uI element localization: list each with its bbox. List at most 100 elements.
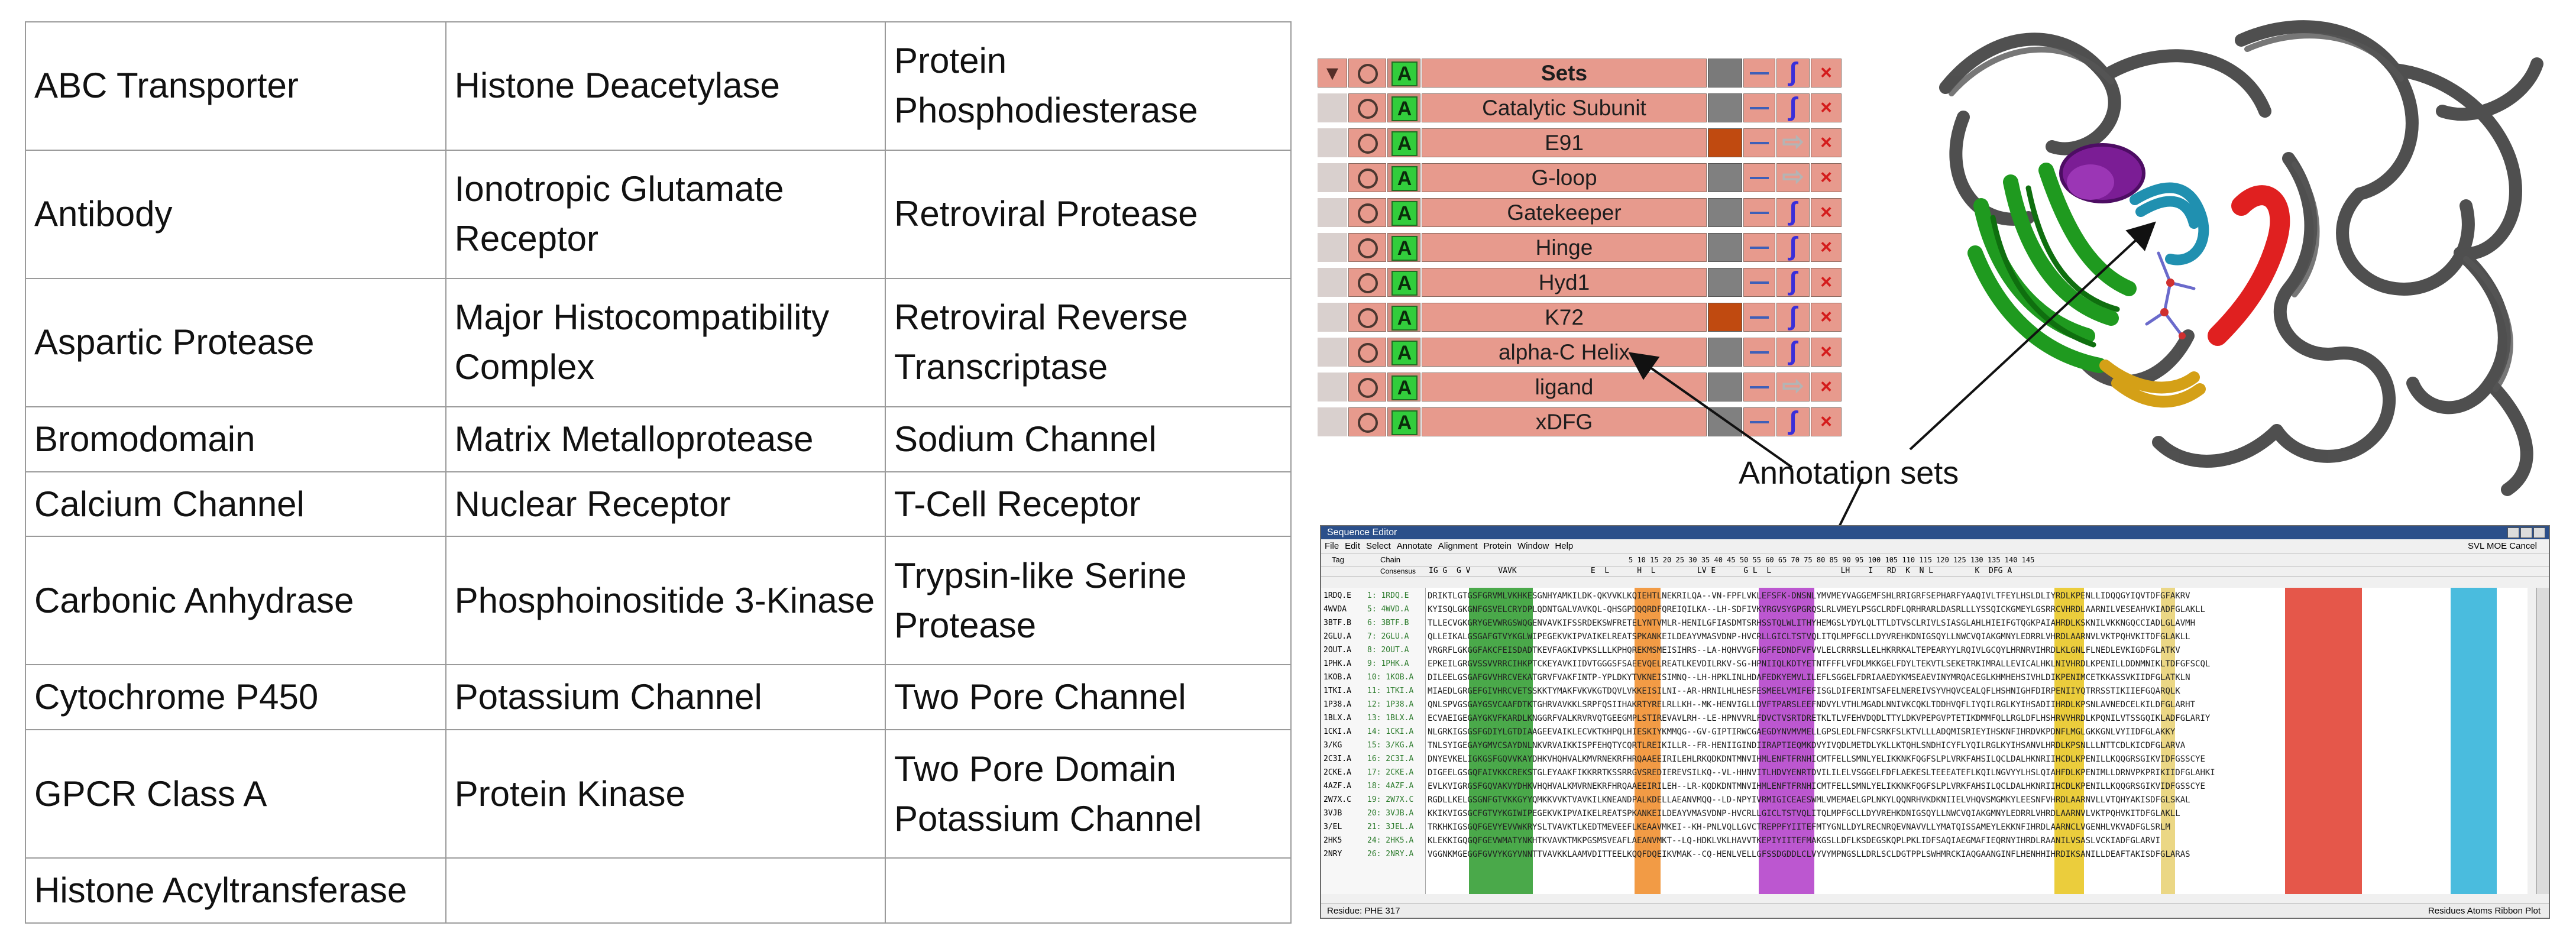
chain-label-row[interactable]: 2CKE.A 17: 2CKE.A — [1321, 767, 1425, 779]
delete-set-button[interactable]: × — [1811, 198, 1842, 227]
sequence-row[interactable]: RGDLLKELGSGNFGTVKKGYYQMKKVVKTVAVKILKNEAN… — [1428, 795, 2190, 805]
chain-label-row[interactable]: 1P38.A 12: 1P38.A — [1321, 699, 1425, 711]
set-name[interactable]: G-loop — [1422, 163, 1707, 192]
set-name[interactable]: Hyd1 — [1422, 268, 1707, 297]
menu-item-edit[interactable]: Edit — [1345, 541, 1361, 551]
active-toggle[interactable]: A — [1387, 338, 1420, 367]
render-mode-button[interactable]: ∫ — [1776, 407, 1810, 436]
chain-label-row[interactable]: 3/EL 21: 3JEL.A — [1321, 821, 1425, 833]
visibility-toggle[interactable] — [1348, 338, 1386, 367]
menu-item-protein[interactable]: Protein — [1483, 541, 1512, 551]
visibility-toggle[interactable] — [1348, 373, 1386, 401]
set-name[interactable]: xDFG — [1422, 407, 1707, 436]
close-button[interactable] — [2533, 527, 2545, 538]
visibility-toggle[interactable] — [1348, 268, 1386, 297]
chain-label-row[interactable]: 2OUT.A 8: 2OUT.A — [1321, 645, 1425, 656]
chain-label-row[interactable]: 2W7X.C 19: 2W7X.C — [1321, 794, 1425, 806]
render-mode-button[interactable]: ∫ — [1776, 338, 1810, 367]
sequence-row[interactable]: DRIKTLGTGSFGRVMLVKHKESGNHYAMKILDK-QKVVKL… — [1428, 591, 2190, 601]
visibility-all-toggle[interactable] — [1348, 59, 1386, 88]
set-name[interactable]: E91 — [1422, 128, 1707, 157]
set-name[interactable]: K72 — [1422, 303, 1707, 332]
active-all-toggle[interactable]: A — [1387, 59, 1420, 88]
alignment-grid[interactable]: DRIKTLGTGSFGRVMLVKHKESGNHYAMKILDK-QKVVKL… — [1428, 588, 2528, 894]
sequence-row[interactable]: QNLSPVGSGAYGSVCAAFDTKTGHRVAVKKLSRPFQSIIH… — [1428, 700, 2196, 710]
chain-label-row[interactable]: 1BLX.A 13: 1BLX.A — [1321, 713, 1425, 724]
line-style-icon[interactable] — [1743, 93, 1775, 122]
visibility-toggle[interactable] — [1348, 233, 1386, 262]
chain-label-row[interactable]: 3BTF.B 6: 3BTF.B — [1321, 617, 1425, 629]
tag-column-header[interactable]: Tag — [1332, 555, 1344, 564]
sequence-row[interactable]: MIAEDLGRGEFGIVHRCVETSSKKTYMAKFVKVKGTDQVL… — [1428, 687, 2180, 696]
visibility-toggle[interactable] — [1348, 163, 1386, 192]
vertical-scrollbar[interactable] — [2536, 588, 2549, 894]
active-toggle[interactable]: A — [1387, 93, 1420, 122]
sequence-row[interactable]: VGGNKMGEGGFGVVYKGYVNNTTVAVKKLAAMVDITTEEL… — [1428, 850, 2190, 859]
set-color-swatch[interactable] — [1708, 198, 1742, 227]
chain-column-header[interactable]: Chain — [1380, 555, 1400, 564]
menu-item-file[interactable]: File — [1325, 541, 1339, 551]
set-name[interactable]: Hinge — [1422, 233, 1707, 262]
sequence-row[interactable]: NLGRKIGSGSFGDIYLGTDIAAGEEVAIKLECVKTKHPQL… — [1428, 727, 2176, 737]
delete-set-button[interactable]: × — [1811, 233, 1842, 262]
active-toggle[interactable]: A — [1387, 128, 1420, 157]
line-style-icon[interactable] — [1743, 407, 1775, 436]
chain-label-row[interactable]: 1CKI.A 14: 1CKI.A — [1321, 726, 1425, 738]
set-color-swatch[interactable] — [1708, 338, 1742, 367]
delete-all-button[interactable]: × — [1811, 59, 1842, 88]
set-row[interactable]: A Gatekeeper ∫ × — [1318, 195, 1842, 230]
chain-label-row[interactable]: 1RDQ.E 1: 1RDQ.E — [1321, 590, 1425, 602]
set-row[interactable]: A K72 ∫ × — [1318, 300, 1842, 335]
chain-label-row[interactable]: 3VJB 20: 3VJB.A — [1321, 808, 1425, 820]
active-toggle[interactable]: A — [1387, 303, 1420, 332]
delete-set-button[interactable]: × — [1811, 407, 1842, 436]
sequence-row[interactable]: TRKHKIGSGQFGEVYEVVWKRYSLTVAVKTLKEDTMEVEE… — [1428, 823, 2170, 832]
chain-label-row[interactable]: 2C3I.A 16: 2C3I.A — [1321, 753, 1425, 765]
set-color-swatch[interactable] — [1708, 93, 1742, 122]
chain-label-row[interactable]: 2GLU.A 7: 2GLU.A — [1321, 631, 1425, 643]
set-color-swatch[interactable] — [1708, 373, 1742, 401]
set-color-swatch[interactable] — [1708, 163, 1742, 192]
sequence-row[interactable]: KLEKKIGQGQFGEVWMATYNKHTKVAVKTMKPGSMSVEAF… — [1428, 836, 2161, 846]
line-style-icon[interactable] — [1743, 198, 1775, 227]
chain-label-row[interactable]: 1KOB.A 10: 1KOB.A — [1321, 672, 1425, 684]
line-style-icon[interactable] — [1743, 373, 1775, 401]
sequence-row[interactable]: DNYEVKELIGKGSFGQVVKAYDHKVHQHVALKMVRNEKRF… — [1428, 755, 2205, 764]
line-style-icon[interactable] — [1743, 303, 1775, 332]
visibility-toggle[interactable] — [1348, 407, 1386, 436]
sequence-row[interactable]: DIGEELGSGQFAIVKKCREKSTGLEYAAKFIKKRRTKSSR… — [1428, 768, 2215, 778]
set-color-swatch[interactable] — [1708, 233, 1742, 262]
sequence-row[interactable]: QLLEIKALGSGAFGTVYKGLWIPEGEKVKIPVAIKELREA… — [1428, 632, 2190, 642]
set-row[interactable]: A E91 ⇨ × — [1318, 125, 1842, 160]
maximize-button[interactable] — [2520, 527, 2532, 538]
active-toggle[interactable]: A — [1387, 373, 1420, 401]
chain-label-row[interactable]: 2HK5 24: 2HK5.A — [1321, 835, 1425, 847]
ribbon-render-icon[interactable]: ∫ — [1776, 59, 1810, 88]
set-color-swatch[interactable] — [1708, 407, 1742, 436]
line-style-icon[interactable] — [1743, 163, 1775, 192]
set-color-swatch[interactable] — [1708, 128, 1742, 157]
delete-set-button[interactable]: × — [1811, 163, 1842, 192]
render-mode-button[interactable]: ∫ — [1776, 93, 1810, 122]
chain-label-row[interactable]: 1TKI.A 11: 1TKI.A — [1321, 685, 1425, 697]
render-mode-button[interactable]: ⇨ — [1776, 128, 1810, 157]
render-mode-button[interactable]: ∫ — [1776, 268, 1810, 297]
menu-item-annotate[interactable]: Annotate — [1396, 541, 1432, 551]
expand-toggle[interactable]: ▼ — [1318, 59, 1347, 88]
render-mode-button[interactable]: ∫ — [1776, 198, 1810, 227]
render-mode-button[interactable]: ∫ — [1776, 233, 1810, 262]
sequence-row[interactable]: VRGRFLGKGGFAKCFEISDADTKEVFAGKIVPKSLLLKPH… — [1428, 646, 2180, 655]
render-mode-button[interactable]: ⇨ — [1776, 163, 1810, 192]
sequence-row[interactable]: KKIKVIGSGCFGTVYKGIWIPEGEKVKIPVAIKELREATS… — [1428, 809, 2180, 818]
visibility-toggle[interactable] — [1348, 303, 1386, 332]
render-mode-button[interactable]: ⇨ — [1776, 373, 1810, 401]
menu-item-window[interactable]: Window — [1517, 541, 1549, 551]
delete-set-button[interactable]: × — [1811, 268, 1842, 297]
minimize-button[interactable] — [2507, 527, 2519, 538]
visibility-toggle[interactable] — [1348, 128, 1386, 157]
line-style-icon[interactable] — [1743, 233, 1775, 262]
line-style-icon[interactable] — [1743, 128, 1775, 157]
chain-label-row[interactable]: 2NRY 26: 2NRY.A — [1321, 849, 1425, 860]
